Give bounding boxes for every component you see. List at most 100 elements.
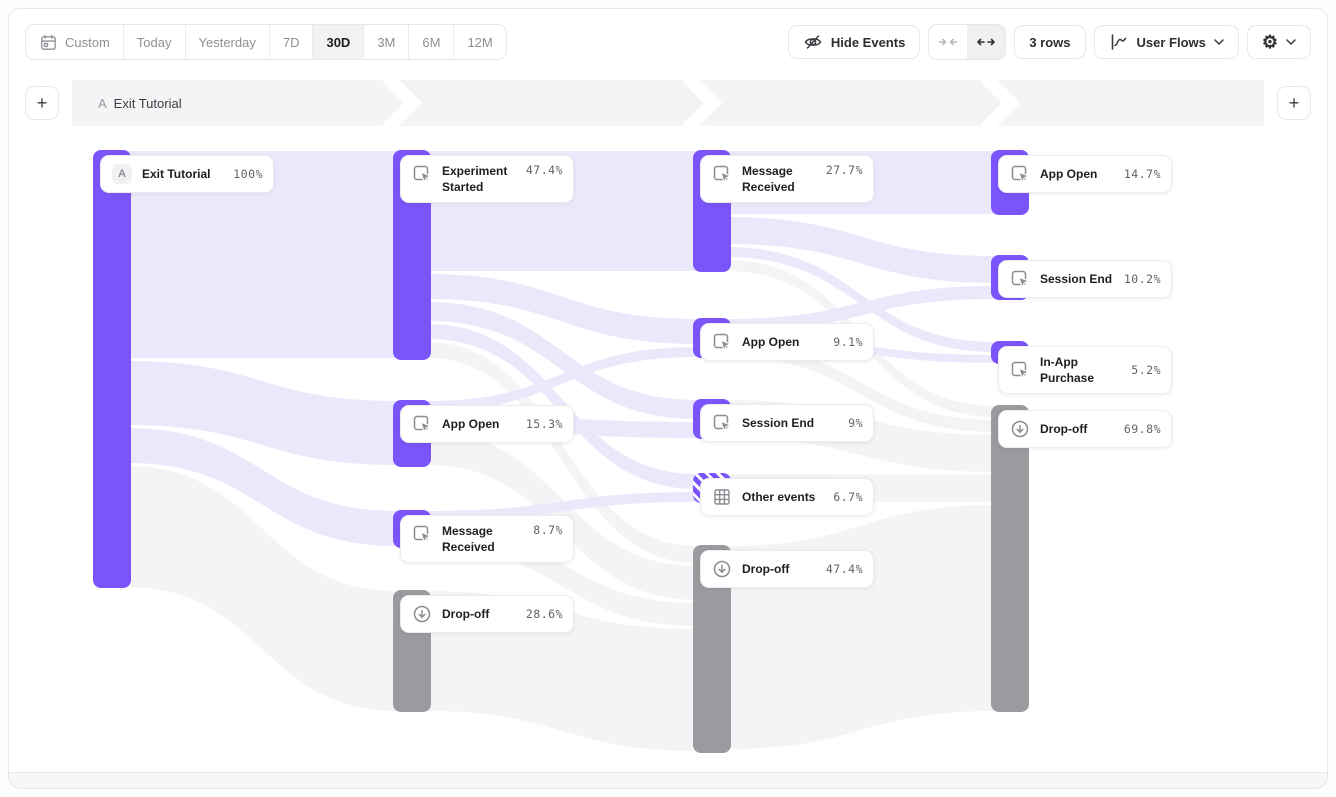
collapse-columns-button[interactable] — [929, 25, 968, 59]
flow-node-label: Drop-off — [442, 606, 490, 621]
hide-events-label: Hide Events — [830, 34, 906, 50]
flow-node-card-message-received[interactable]: Message Received 8.7% — [400, 515, 574, 564]
flow-node-percentage: 100% — [233, 167, 263, 181]
flow-node-percentage: 14.7% — [1123, 167, 1161, 181]
arrows-outward-icon — [977, 38, 996, 46]
flow-node-bar-drop-off[interactable] — [991, 405, 1029, 712]
step-letter: A — [98, 95, 107, 111]
flow-node-label: Other events — [742, 489, 816, 504]
horizontal-scrollbar[interactable] — [9, 772, 1327, 788]
flow-node-label: Experiment Started — [442, 164, 508, 195]
flow-node-percentage: 9% — [848, 416, 863, 430]
date-range-custom[interactable]: Custom — [26, 25, 124, 59]
flow-node-percentage: 47.4% — [825, 562, 863, 576]
event-icon — [411, 413, 433, 435]
flow-node-label: Exit Tutorial — [142, 166, 211, 181]
flow-node-card-session-end[interactable]: Session End 10.2% — [998, 260, 1172, 298]
flow-node-percentage: 27.7% — [825, 163, 863, 177]
view-selector-dropdown[interactable]: User Flows — [1093, 25, 1239, 59]
date-range-label: 6M — [422, 34, 441, 50]
toolbar: Custom Today Yesterday 7D 30D 3M 6M 12M Hide Ev… — [25, 24, 1311, 60]
flow-node-percentage: 8.7% — [533, 523, 563, 537]
letter-badge: A — [111, 163, 133, 185]
date-range-today[interactable]: Today — [123, 25, 186, 59]
flow-node-label: Message Received — [442, 524, 495, 555]
date-range-7d[interactable]: 7D — [269, 25, 314, 59]
column-width-toggle — [928, 24, 1007, 60]
date-range-label: 30D — [326, 34, 351, 50]
flow-node-label: App Open — [442, 416, 500, 431]
view-selector-label: User Flows — [1136, 34, 1206, 50]
flow-node-bar-exit-tutorial[interactable] — [93, 150, 131, 588]
flow-node-percentage: 28.6% — [525, 607, 563, 621]
rows-label: 3 rows — [1029, 34, 1071, 50]
event-icon — [411, 163, 433, 185]
flow-node-label: In-App Purchase — [1040, 355, 1095, 386]
step-a-header: A Exit Tutorial — [98, 80, 182, 126]
chevron-down-icon — [1286, 39, 1296, 45]
flow-node-percentage: 6.7% — [833, 490, 863, 504]
flow-node-card-drop-off[interactable]: Drop-off 69.8% — [998, 410, 1172, 448]
flow-node-label: App Open — [742, 334, 800, 349]
date-range-label: Today — [136, 34, 172, 50]
step-title: Exit Tutorial — [113, 95, 182, 111]
grid-icon — [711, 486, 733, 508]
eye-off-icon — [803, 32, 823, 52]
event-icon — [711, 163, 733, 185]
flow-node-card-experiment-started[interactable]: Experiment Started 47.4% — [400, 155, 574, 204]
flow-node-percentage: 5.2% — [1131, 363, 1161, 378]
flow-node-card-drop-off[interactable]: Drop-off 47.4% — [700, 550, 874, 588]
steps-band[interactable]: A Exit Tutorial — [72, 80, 1264, 126]
flow-node-card-other-events[interactable]: Other events 6.7% — [700, 478, 874, 516]
step-separator-chevron — [682, 80, 723, 126]
event-icon — [1009, 359, 1031, 381]
flow-node-percentage: 9.1% — [833, 335, 863, 349]
dropoff-icon — [1009, 418, 1031, 440]
flow-node-card-message-received[interactable]: Message Received 27.7% — [700, 155, 874, 204]
calendar-icon — [39, 33, 58, 52]
flow-node-percentage: 69.8% — [1123, 422, 1161, 436]
rows-button[interactable]: 3 rows — [1014, 25, 1086, 59]
flow-node-card-session-end[interactable]: Session End 9% — [700, 404, 874, 442]
step-separator-chevron — [382, 80, 423, 126]
date-range-yesterday[interactable]: Yesterday — [185, 25, 270, 59]
flow-node-label: Drop-off — [742, 561, 790, 576]
add-step-right-button[interactable]: + — [1277, 86, 1311, 120]
date-range-3m[interactable]: 3M — [364, 25, 410, 59]
step-separator-chevrons — [382, 80, 1021, 126]
hide-events-button[interactable]: Hide Events — [787, 25, 921, 59]
flow-node-card-in-app-purchase[interactable]: In-App Purchase 5.2% — [998, 346, 1172, 395]
flow-node-card-app-open[interactable]: App Open 15.3% — [400, 405, 574, 443]
event-icon — [1009, 268, 1031, 290]
date-range-label: 7D — [282, 34, 300, 50]
flows-report-panel: Custom Today Yesterday 7D 30D 3M 6M 12M Hide Ev… — [8, 8, 1328, 789]
step-letter-badge: A — [112, 164, 132, 184]
toolbar-right: Hide Events 3 rows — [787, 24, 1311, 60]
flow-node-percentage: 10.2% — [1123, 272, 1161, 286]
flow-node-card-exit-tutorial[interactable]: A Exit Tutorial 100% — [100, 155, 274, 193]
settings-dropdown[interactable]: ⚙ — [1246, 25, 1311, 59]
flow-node-card-app-open[interactable]: App Open 9.1% — [700, 323, 874, 361]
expand-columns-button[interactable] — [967, 25, 1006, 59]
date-range-12m[interactable]: 12M — [454, 25, 506, 59]
steps-header-row: + A Exit Tutorial + — [25, 80, 1311, 126]
date-range-label: 3M — [377, 34, 396, 50]
date-range-6m[interactable]: 6M — [409, 25, 455, 59]
flow-node-card-app-open[interactable]: App Open 14.7% — [998, 155, 1172, 193]
event-icon — [711, 412, 733, 434]
flow-node-card-drop-off[interactable]: Drop-off 28.6% — [400, 595, 574, 633]
flow-node-label: Session End — [1040, 271, 1113, 286]
add-step-left-button[interactable]: + — [25, 86, 59, 120]
flow-node-label: Session End — [742, 415, 815, 430]
event-icon — [411, 523, 433, 545]
flow-node-percentage: 47.4% — [525, 163, 563, 177]
date-range-label: Custom — [65, 34, 110, 50]
arrows-inward-icon — [939, 38, 958, 46]
date-range-30d[interactable]: 30D — [313, 25, 365, 59]
flow-node-label: Message Received — [742, 164, 795, 195]
event-icon — [1009, 163, 1031, 185]
flow-node-label: Drop-off — [1040, 421, 1088, 436]
date-range-group: Custom Today Yesterday 7D 30D 3M 6M 12M — [25, 24, 507, 60]
flow-node-label: App Open — [1040, 166, 1098, 181]
dropoff-icon — [711, 558, 733, 580]
